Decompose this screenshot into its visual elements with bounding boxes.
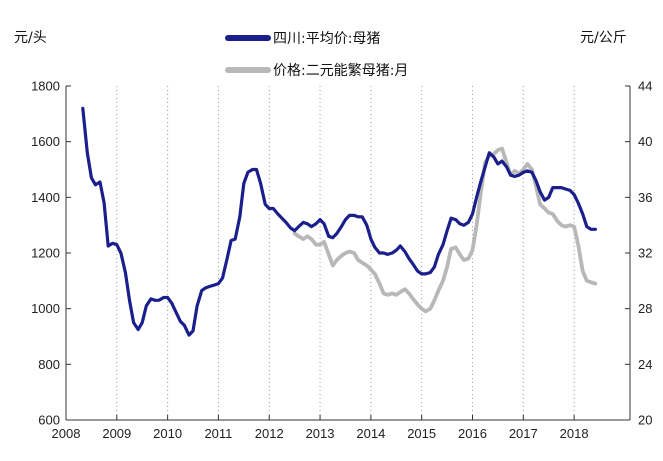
right-tick-label-36: 36 bbox=[638, 190, 652, 205]
series-line-sichuan-sow-price bbox=[81, 106, 597, 337]
left-tick-label-600: 600 bbox=[38, 413, 60, 428]
x-tick-label-2012: 2012 bbox=[255, 426, 284, 441]
x-tick-label-2018: 2018 bbox=[560, 426, 589, 441]
x-tick-label-2010: 2010 bbox=[153, 426, 182, 441]
right-tick-label-28: 28 bbox=[638, 301, 652, 316]
x-tick-label-2015: 2015 bbox=[407, 426, 436, 441]
legend-label-binary-sow: 价格:二元能繁母猪:月 bbox=[273, 63, 408, 79]
x-tick-label-2016: 2016 bbox=[458, 426, 487, 441]
series-line-binary-sow-price bbox=[292, 146, 598, 314]
x-tick-label-2017: 2017 bbox=[509, 426, 538, 441]
left-tick-label-1000: 1000 bbox=[31, 301, 60, 316]
x-tick-label-2008: 2008 bbox=[52, 426, 81, 441]
right-tick-label-44: 44 bbox=[638, 79, 652, 94]
left-tick-label-1400: 1400 bbox=[31, 190, 60, 205]
right-tick-label-24: 24 bbox=[638, 357, 652, 372]
tick-labels: 600 800 1000 1200 1400 1600 1800 20 24 28 32 36 40 44… bbox=[31, 79, 652, 442]
right-axis-unit: 元/公斤 bbox=[580, 30, 627, 46]
x-tick-label-2013: 2013 bbox=[306, 426, 335, 441]
right-tick-label-20: 20 bbox=[638, 413, 652, 428]
legend: 四川:平均价:母猪 价格:二元能繁母猪:月 bbox=[225, 31, 408, 79]
left-tick-label-1600: 1600 bbox=[31, 134, 60, 149]
x-tick-label-2009: 2009 bbox=[102, 426, 131, 441]
right-tick-label-40: 40 bbox=[638, 134, 652, 149]
left-axis-unit: 元/头 bbox=[14, 30, 47, 46]
left-tick-label-1800: 1800 bbox=[31, 79, 60, 94]
right-tick-label-32: 32 bbox=[638, 246, 652, 261]
x-tick-label-2014: 2014 bbox=[356, 426, 385, 441]
left-tick-label-800: 800 bbox=[38, 357, 60, 372]
legend-label-sichuan: 四川:平均价:母猪 bbox=[273, 31, 380, 47]
series-layer bbox=[81, 106, 598, 337]
x-tick-label-2011: 2011 bbox=[204, 426, 232, 441]
left-tick-label-1200: 1200 bbox=[31, 246, 60, 261]
axes bbox=[65, 85, 631, 421]
